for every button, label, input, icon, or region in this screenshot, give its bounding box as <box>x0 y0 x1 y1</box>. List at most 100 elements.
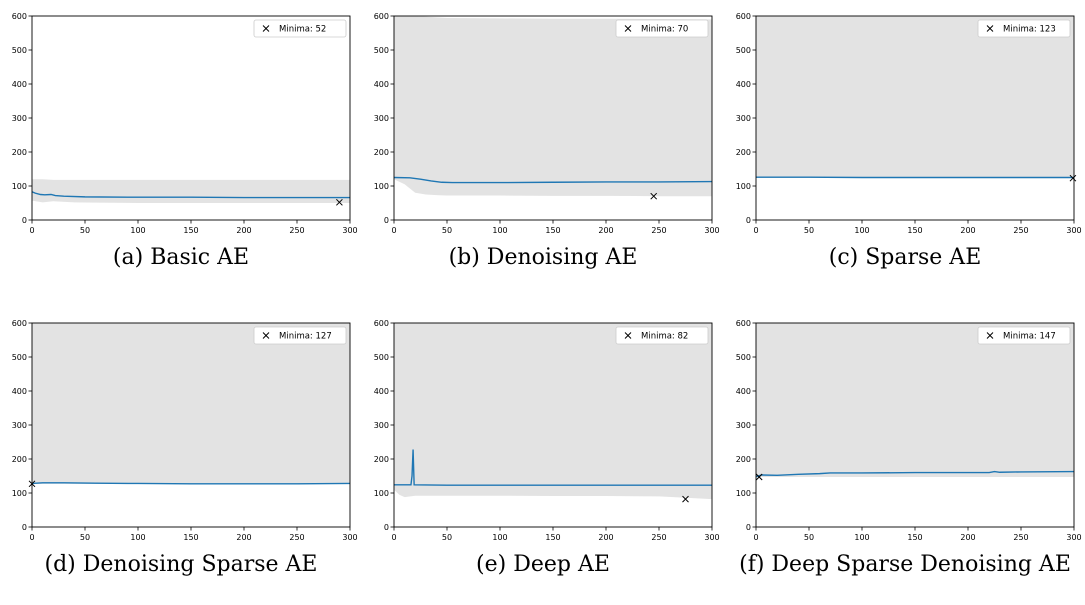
y-tick-label: 300 <box>12 114 27 123</box>
y-tick-label: 300 <box>12 421 27 430</box>
y-tick-label: 100 <box>12 182 27 191</box>
x-tick-label: 150 <box>545 533 560 542</box>
x-tick-label: 50 <box>804 533 814 542</box>
x-tick-label: 300 <box>704 226 719 235</box>
x-tick-label: 250 <box>651 533 666 542</box>
legend-label: Minima: 70 <box>641 25 688 35</box>
x-tick-label: 300 <box>342 533 357 542</box>
range-band <box>756 323 1074 477</box>
y-tick-label: 300 <box>736 421 751 430</box>
y-tick-label: 400 <box>736 387 751 396</box>
range-band <box>394 323 712 499</box>
range-band <box>394 16 712 196</box>
x-tick-label: 150 <box>907 533 922 542</box>
x-tick-label: 150 <box>183 226 198 235</box>
x-tick-label: 250 <box>1013 533 1028 542</box>
y-tick-label: 0 <box>384 216 389 225</box>
x-tick-label: 50 <box>442 533 452 542</box>
y-tick-label: 500 <box>736 46 751 55</box>
x-tick-label: 150 <box>907 226 922 235</box>
x-tick-label: 0 <box>29 533 34 542</box>
x-tick-label: 250 <box>651 226 666 235</box>
x-tick-label: 0 <box>753 533 758 542</box>
x-tick-label: 250 <box>289 226 304 235</box>
x-tick-label: 300 <box>1066 533 1081 542</box>
y-tick-label: 500 <box>12 353 27 362</box>
subfigure-caption: (a) Basic AE <box>0 245 362 270</box>
x-tick-label: 250 <box>289 533 304 542</box>
x-tick-label: 300 <box>1066 226 1081 235</box>
legend-label: Minima: 123 <box>1003 25 1056 35</box>
x-tick-label: 50 <box>80 226 90 235</box>
y-tick-label: 300 <box>374 421 389 430</box>
y-tick-label: 200 <box>374 148 389 157</box>
subfigure-caption: (d) Denoising Sparse AE <box>0 552 362 577</box>
y-tick-label: 500 <box>374 353 389 362</box>
legend: Minima: 70 <box>616 20 708 37</box>
y-tick-label: 600 <box>374 319 389 328</box>
y-tick-label: 400 <box>736 80 751 89</box>
y-tick-label: 600 <box>736 12 751 21</box>
y-tick-label: 200 <box>736 148 751 157</box>
x-tick-label: 300 <box>704 533 719 542</box>
chart-svg: 0 50 100 150 200 250 300 0 100 200 300 400 500 600 Min… <box>362 307 724 547</box>
y-tick-label: 500 <box>374 46 389 55</box>
x-tick-label: 100 <box>492 226 507 235</box>
y-tick-label: 600 <box>374 12 389 21</box>
range-band <box>32 179 350 203</box>
x-tick-label: 100 <box>130 226 145 235</box>
x-tick-label: 100 <box>854 533 869 542</box>
y-tick-label: 0 <box>746 523 751 532</box>
y-tick-label: 400 <box>12 387 27 396</box>
x-tick-label: 50 <box>442 226 452 235</box>
legend-label: Minima: 127 <box>279 332 332 342</box>
y-tick-label: 0 <box>384 523 389 532</box>
legend-label: Minima: 82 <box>641 332 688 342</box>
y-tick-label: 200 <box>374 455 389 464</box>
y-tick-label: 400 <box>374 387 389 396</box>
x-tick-label: 0 <box>391 226 396 235</box>
x-tick-label: 0 <box>391 533 396 542</box>
x-tick-label: 200 <box>598 226 613 235</box>
x-tick-label: 200 <box>598 533 613 542</box>
chart-panel: 0 50 100 150 200 250 300 0 100 200 300 400 500 600 Min… <box>362 307 724 605</box>
x-tick-label: 0 <box>753 226 758 235</box>
range-band <box>756 16 1074 178</box>
y-tick-label: 100 <box>374 489 389 498</box>
x-tick-label: 200 <box>236 533 251 542</box>
y-tick-label: 200 <box>12 455 27 464</box>
y-tick-label: 300 <box>374 114 389 123</box>
x-tick-label: 150 <box>183 533 198 542</box>
x-tick-label: 100 <box>492 533 507 542</box>
y-tick-label: 100 <box>736 489 751 498</box>
x-tick-label: 0 <box>29 226 34 235</box>
x-tick-label: 100 <box>854 226 869 235</box>
y-tick-label: 0 <box>746 216 751 225</box>
x-tick-label: 200 <box>236 226 251 235</box>
y-tick-label: 0 <box>22 523 27 532</box>
y-tick-label: 200 <box>736 455 751 464</box>
x-tick-label: 200 <box>960 226 975 235</box>
x-tick-label: 50 <box>80 533 90 542</box>
y-tick-label: 400 <box>374 80 389 89</box>
x-tick-label: 150 <box>545 226 560 235</box>
x-tick-label: 300 <box>342 226 357 235</box>
x-tick-label: 50 <box>804 226 814 235</box>
legend-label: Minima: 147 <box>1003 332 1056 342</box>
y-tick-label: 600 <box>736 319 751 328</box>
subfigure-caption: (c) Sparse AE <box>724 245 1085 270</box>
y-tick-label: 400 <box>12 80 27 89</box>
legend: Minima: 127 <box>254 327 346 344</box>
y-tick-label: 600 <box>12 319 27 328</box>
legend: Minima: 82 <box>616 327 708 344</box>
y-tick-label: 200 <box>12 148 27 157</box>
